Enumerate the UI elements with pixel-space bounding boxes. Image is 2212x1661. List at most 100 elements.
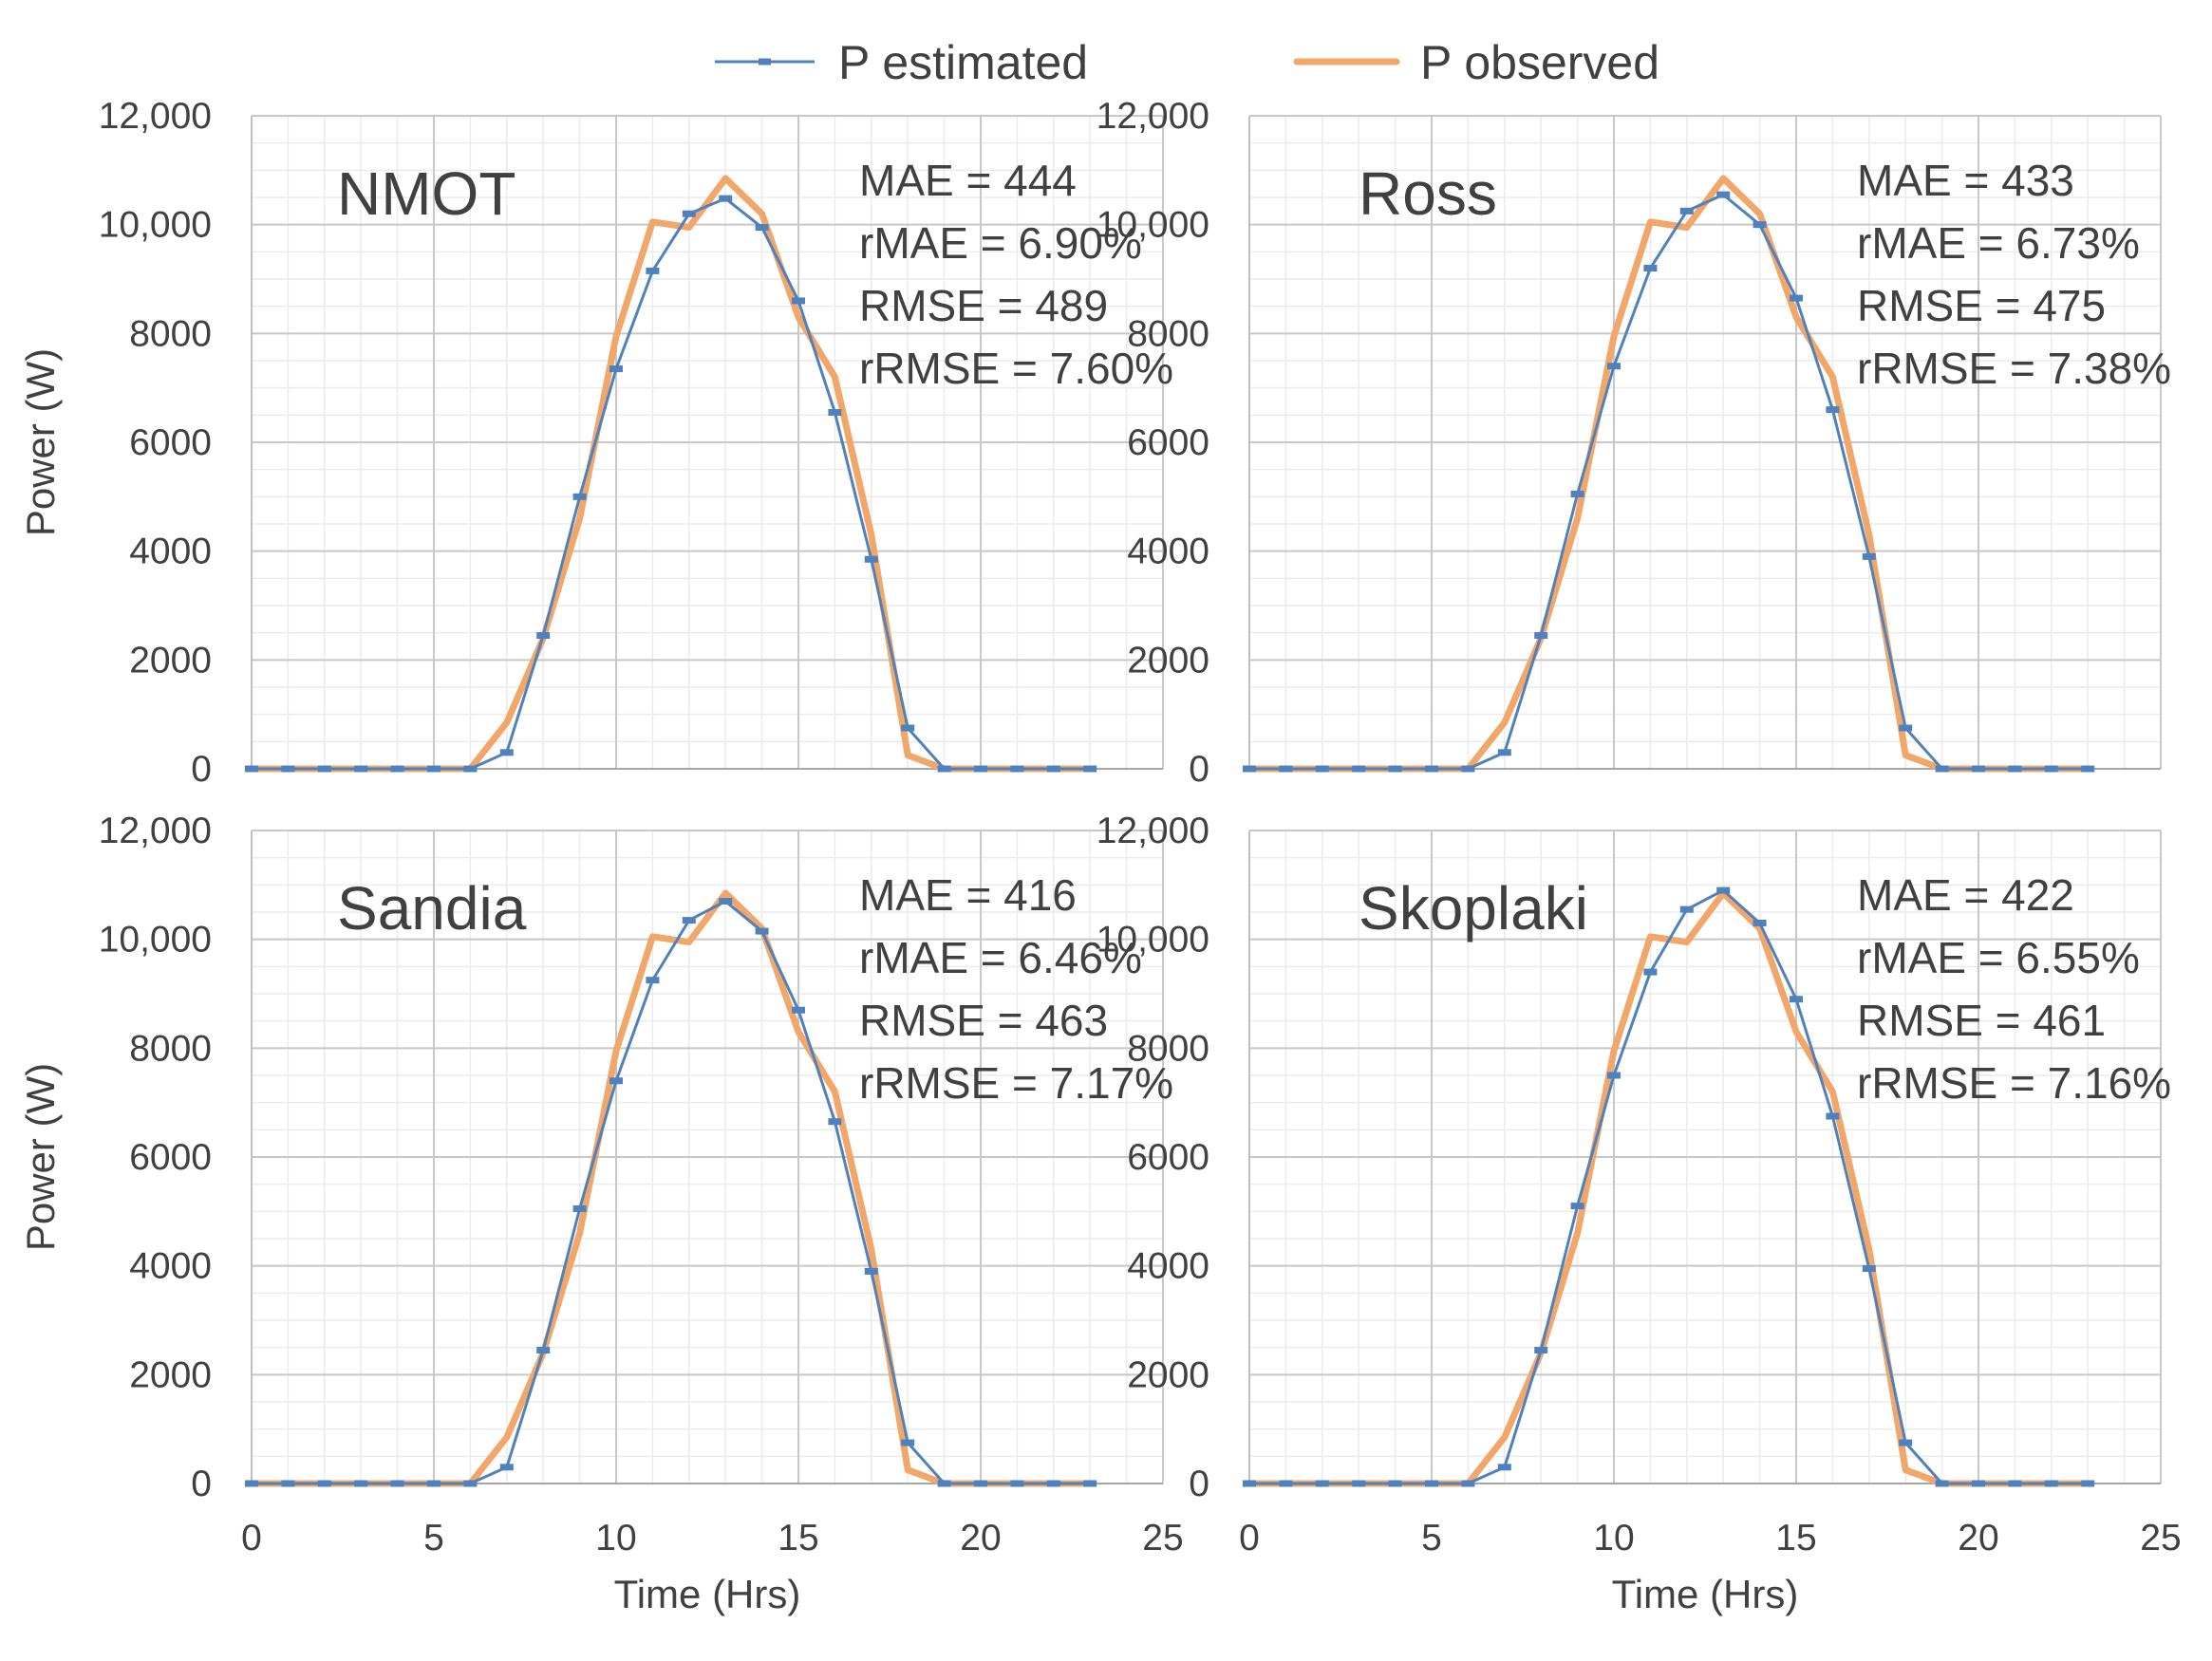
data-point-estimated — [1461, 1480, 1475, 1487]
y-tick-label: 8000 — [129, 1028, 212, 1069]
data-point-estimated — [1497, 749, 1511, 756]
stat-annotation: rRMSE = 7.17% — [859, 1058, 1173, 1108]
panel-nmot: 0 2000 4000 6000 8000 10,000 12,000 Power (W) NM… — [18, 96, 1173, 790]
y-tick-label: 0 — [191, 1464, 212, 1504]
grid-sandia — [252, 830, 1164, 1484]
data-point-estimated — [1826, 406, 1840, 414]
data-point-estimated — [390, 1480, 404, 1487]
y-tick-label: 4000 — [129, 1246, 212, 1287]
data-point-estimated — [1534, 632, 1548, 640]
panel-sandia: 0 2000 4000 6000 8000 10,000 12,000 0 5 10 15 20 25 T… — [18, 811, 1184, 1616]
data-point-estimated — [864, 555, 878, 563]
data-point-estimated — [499, 1464, 514, 1471]
data-point-estimated — [1790, 996, 1803, 1003]
y-tick-label: 12,000 — [99, 811, 212, 851]
data-point-estimated — [1243, 765, 1256, 773]
y-tick-label: 2000 — [1127, 640, 1209, 681]
legend-label-observed: P observed — [1420, 36, 1659, 89]
stat-annotation: MAE = 444 — [859, 156, 1077, 205]
data-point-estimated — [719, 195, 733, 202]
y-tick-label: 12,000 — [1097, 96, 1209, 137]
y-tick-label: 4000 — [129, 532, 212, 572]
data-point-estimated — [2008, 765, 2022, 773]
data-point-estimated — [1315, 1480, 1329, 1487]
data-point-estimated — [755, 927, 769, 935]
data-point-estimated — [245, 1480, 258, 1487]
y-axis-title: Power (W) — [18, 1063, 63, 1251]
legend-marker-estimated — [759, 58, 771, 65]
data-point-estimated — [1643, 265, 1658, 272]
data-point-estimated — [1899, 1439, 1913, 1446]
stat-annotation: MAE = 433 — [1857, 156, 2074, 205]
data-point-estimated — [1352, 765, 1366, 773]
data-point-estimated — [974, 765, 987, 773]
data-point-estimated — [1935, 1480, 1949, 1487]
grid-ross — [1249, 115, 2162, 770]
data-point-estimated — [536, 1347, 551, 1354]
data-point-estimated — [536, 632, 551, 640]
data-point-estimated — [572, 1204, 587, 1212]
x-tick-label: 15 — [778, 1518, 818, 1558]
data-point-estimated — [1083, 765, 1097, 773]
y-tick-label: 12,000 — [99, 96, 212, 137]
data-point-estimated — [1972, 1480, 1985, 1487]
x-tick-label: 5 — [1421, 1518, 1442, 1558]
x-tick-label: 20 — [1958, 1518, 1998, 1558]
x-tick-label: 0 — [241, 1518, 262, 1558]
data-point-estimated — [1753, 221, 1767, 229]
data-point-estimated — [499, 749, 514, 756]
panel-ross: 0 2000 4000 6000 8000 10,000 12,000 Ross MAE = 4… — [1097, 96, 2171, 790]
series-estimated — [1243, 886, 2095, 1487]
data-point-estimated — [1388, 765, 1402, 773]
y-tick-label: 0 — [191, 749, 212, 790]
y-tick-label: 2000 — [1127, 1354, 1209, 1395]
data-point-estimated — [1753, 919, 1767, 926]
data-point-estimated — [317, 1480, 331, 1487]
data-point-estimated — [281, 1480, 295, 1487]
series-line-estimated — [252, 900, 1091, 1485]
y-tick-label: 0 — [1189, 1464, 1209, 1504]
y-tick-label: 4000 — [1127, 1246, 1209, 1287]
x-tick-label: 15 — [1775, 1518, 1816, 1558]
panel-title: Ross — [1359, 159, 1497, 228]
data-point-estimated — [1083, 1480, 1097, 1487]
x-axis-title: Time (Hrs) — [614, 1572, 801, 1616]
data-point-estimated — [609, 1077, 623, 1085]
data-point-estimated — [317, 765, 331, 773]
data-point-estimated — [1461, 765, 1475, 773]
data-point-estimated — [354, 1480, 368, 1487]
data-point-estimated — [1425, 765, 1438, 773]
y-tick-label: 8000 — [129, 313, 212, 354]
data-point-estimated — [1826, 1112, 1840, 1120]
data-point-estimated — [2044, 765, 2058, 773]
data-point-estimated — [937, 765, 951, 773]
stat-annotation: RMSE = 489 — [859, 281, 1108, 330]
legend-label-estimated: P estimated — [838, 36, 1088, 89]
stat-annotation: MAE = 422 — [1857, 870, 2074, 920]
data-point-estimated — [646, 977, 660, 984]
legend: P estimated P observed — [715, 36, 1659, 89]
data-point-estimated — [1534, 1347, 1548, 1354]
y-tick-label: 6000 — [1127, 1137, 1209, 1178]
data-point-estimated — [828, 408, 842, 416]
data-point-estimated — [2008, 1480, 2022, 1487]
data-point-estimated — [682, 210, 696, 217]
data-point-estimated — [1046, 1480, 1060, 1487]
legend-item-estimated: P estimated — [715, 36, 1088, 89]
data-point-estimated — [390, 765, 404, 773]
stat-annotation: MAE = 416 — [859, 870, 1077, 920]
stat-annotation: rRMSE = 7.38% — [1857, 344, 2171, 393]
data-point-estimated — [755, 224, 769, 232]
data-point-estimated — [901, 1439, 915, 1446]
data-point-estimated — [646, 267, 660, 274]
series-estimated — [1243, 191, 2095, 773]
y-tick-label: 0 — [1189, 749, 1209, 790]
data-point-estimated — [463, 1480, 478, 1487]
data-point-estimated — [1388, 1480, 1402, 1487]
stat-annotation: rMAE = 6.55% — [1857, 933, 2140, 982]
x-tick-label: 5 — [423, 1518, 444, 1558]
data-point-estimated — [609, 365, 623, 373]
y-tick-label: 10,000 — [1097, 205, 1209, 246]
